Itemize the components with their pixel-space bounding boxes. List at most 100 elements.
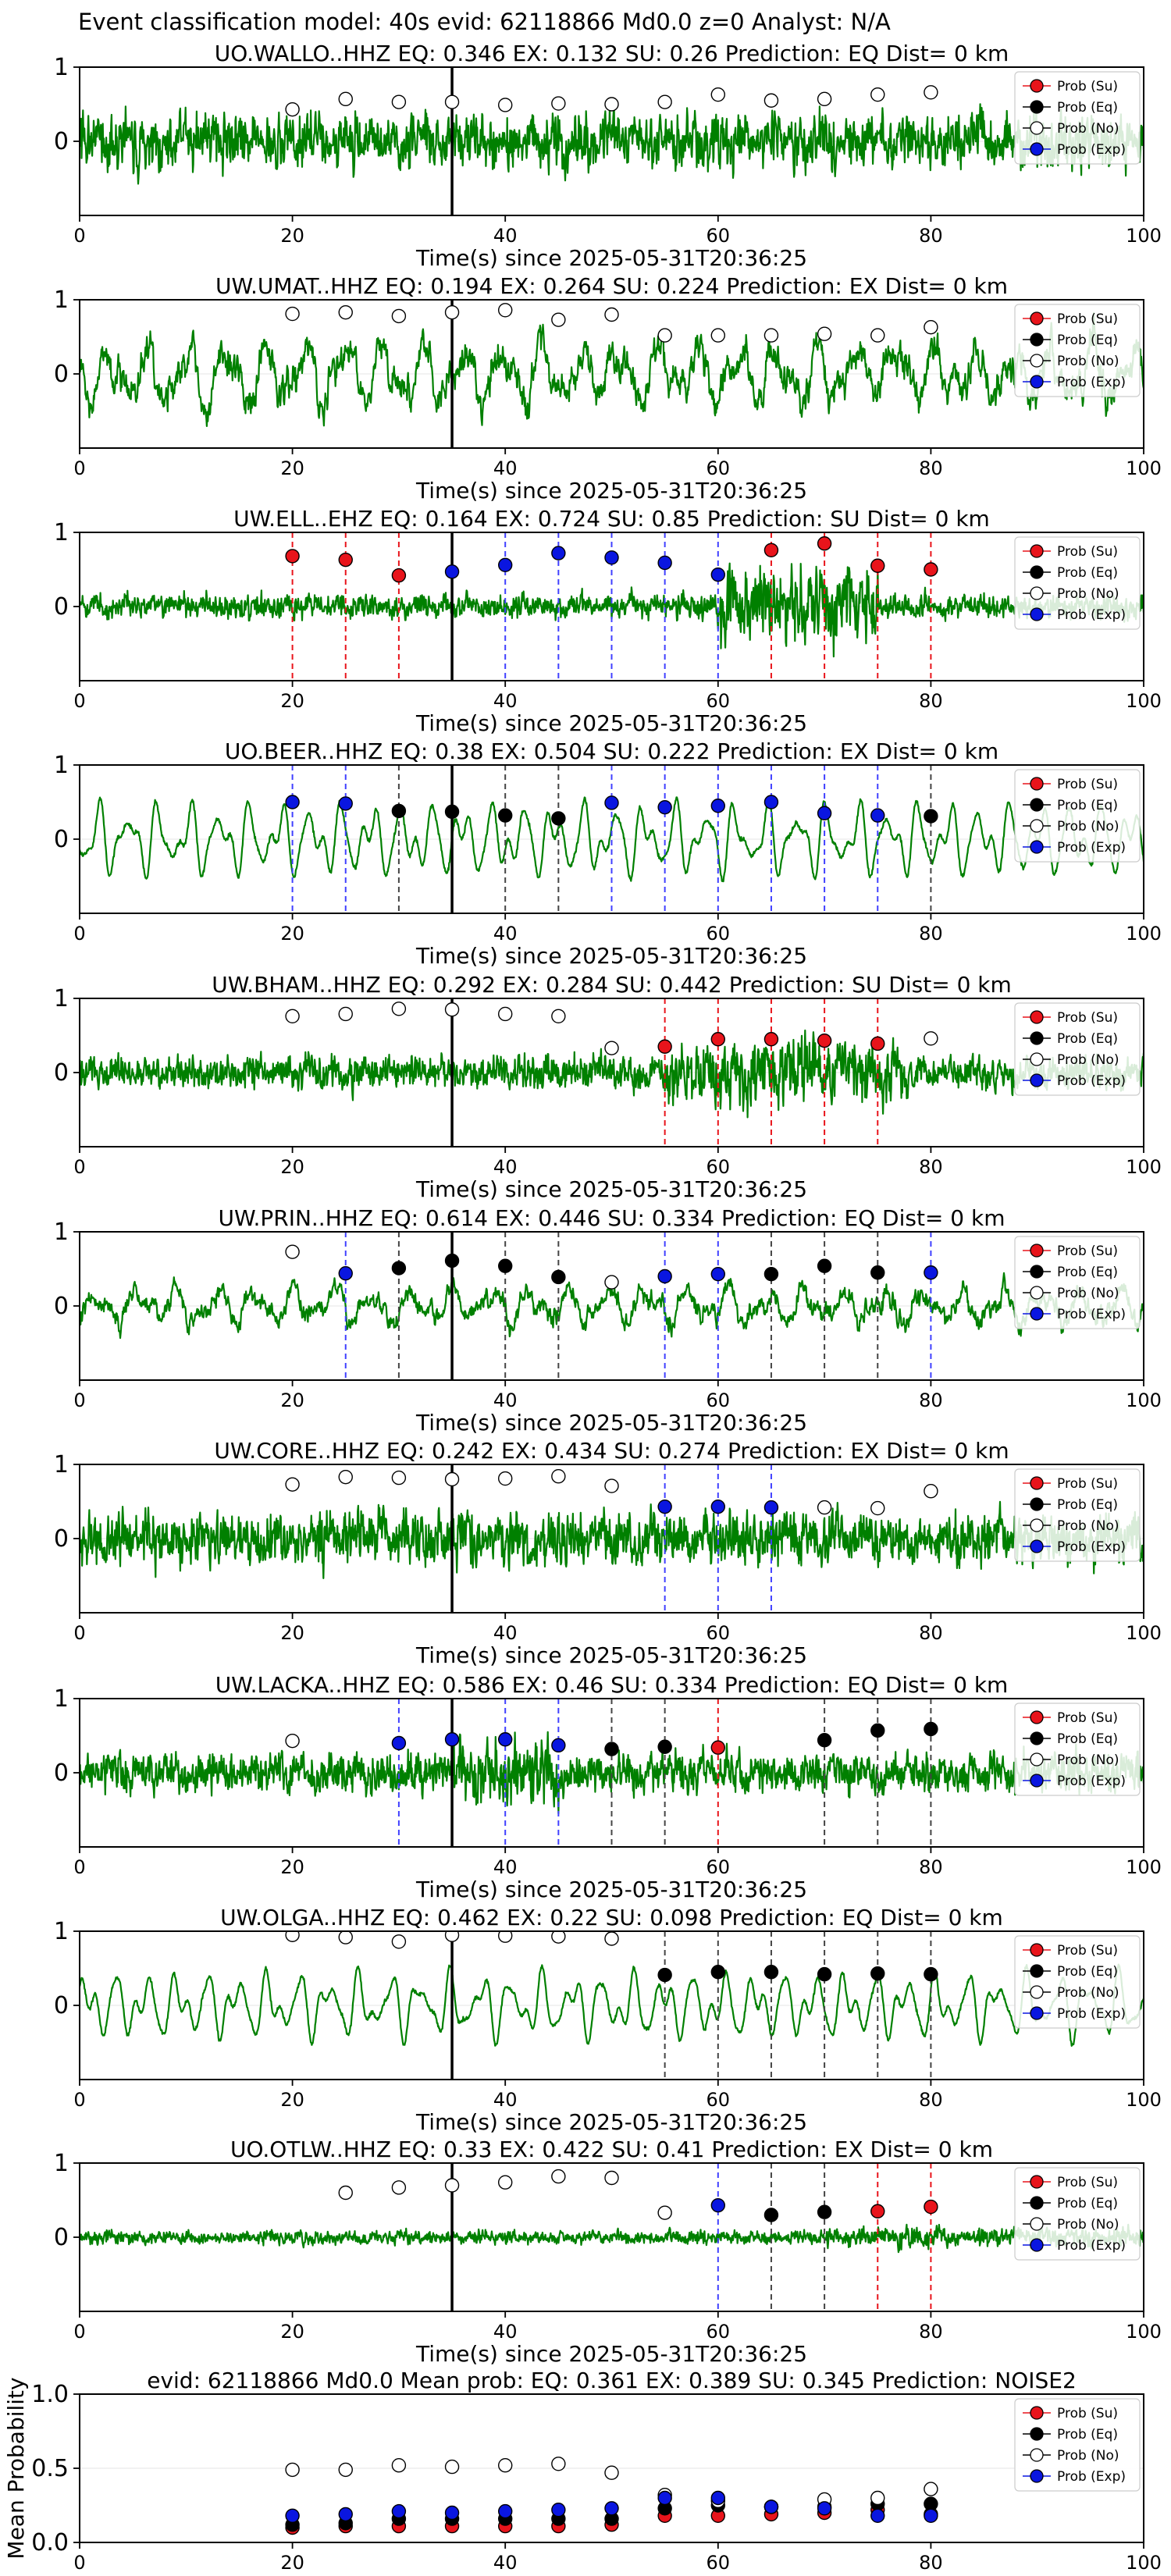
x-tick-label: 80 [919,1622,943,1644]
legend-marker-ex [1030,1073,1044,1087]
legend-marker-eq [1030,1265,1044,1279]
prob-point-eq [391,803,407,819]
x-tick-label: 40 [493,457,518,479]
prob-point-no [870,87,885,102]
x-tick-label: 0 [73,457,85,479]
panel-title: UW.UMAT..HHZ EQ: 0.194 EX: 0.264 SU: 0.2… [215,273,1008,299]
x-tick-label: 100 [1126,1389,1162,1411]
legend-label: Prob (Eq) [1057,2196,1118,2211]
prob-point-no [391,308,407,324]
legend-box [1014,1236,1141,1329]
legend-marker-ex [1030,1774,1044,1788]
x-tick-label: 80 [919,225,943,247]
prob-point-eq [817,1966,832,1982]
legend-label: Prob (No) [1057,1286,1119,1301]
prob-point-eq [551,1269,566,1285]
mean-point-ex [391,2503,407,2519]
legend-marker-no [1030,1286,1044,1300]
prob-point-no [285,1931,300,1942]
prob-point-su [763,543,779,557]
prob-point-su [870,2204,885,2218]
legend-marker-no [1030,1752,1044,1767]
prob-point-no [924,319,938,335]
prob-point-no [285,1009,300,1024]
legend-label: Prob (Su) [1057,1476,1118,1492]
prob-point-ex [763,795,779,809]
legend-box [1014,2398,1141,2492]
prob-point-no [870,328,885,343]
panel-title: UW.PRIN..HHZ EQ: 0.614 EX: 0.446 SU: 0.3… [219,1205,1005,1231]
x-tick-label: 40 [493,2321,518,2343]
prob-point-eq [763,1266,779,1282]
legend-label: Prob (Exp) [1057,840,1126,856]
legend-marker-eq [1030,2427,1044,2441]
prob-point-ex [444,564,460,579]
plot-area [80,532,1144,681]
prob-point-su [285,549,300,564]
mean-point-ex [657,2490,672,2506]
prob-point-no [444,1002,460,1017]
x-tick-label: 20 [280,225,304,247]
y-tick-label: 1 [54,985,69,1012]
legend-label: Prob (Exp) [1057,1774,1126,1789]
panel-title: UW.BHAM..HHZ EQ: 0.292 EX: 0.284 SU: 0.4… [212,972,1012,998]
legend-label: Prob (Exp) [1057,2006,1126,2022]
panel-title: UO.BEER..HHZ EQ: 0.38 EX: 0.504 SU: 0.22… [225,738,998,764]
prob-point-eq [924,1966,938,1982]
x-tick-label: 40 [493,2089,518,2111]
legend-box [1014,1468,1141,1562]
legend-marker-su [1030,1244,1044,1258]
prob-point-no [498,1931,513,1943]
prob-point-eq [817,1732,832,1748]
panel-6: UW.PRIN..HHZ EQ: 0.614 EX: 0.446 SU: 0.3… [54,1205,1162,1436]
mean-point-no [924,2482,938,2496]
x-tick-label: 0 [73,2321,85,2343]
y-tick-label: 1 [54,1219,69,1246]
mean-point-no [391,2457,407,2473]
legend-label: Prob (Exp) [1057,2469,1126,2485]
panel-9: UW.OLGA..HHZ EQ: 0.462 EX: 0.22 SU: 0.09… [54,1905,1162,2135]
prob-point-su [924,2199,938,2215]
waveform [80,1029,1144,1119]
legend-box [1014,1002,1141,1096]
prob-point-no [710,87,725,102]
prob-point-su [870,558,885,573]
prob-point-no [551,1931,566,1944]
x-tick-label: 100 [1126,690,1162,712]
x-tick-label: 40 [493,1389,518,1411]
prob-point-no [924,1483,938,1499]
prob-point-no [924,85,938,100]
prob-point-no [391,1934,407,1949]
legend-label: Prob (Eq) [1057,798,1118,813]
legend-marker-su [1030,2406,1044,2420]
prob-point-no [604,1931,619,1946]
prob-point-eq [657,1967,672,1983]
legend-marker-no [1030,819,1044,833]
prob-point-ex [551,546,566,560]
y-tick-label: 0 [54,361,69,388]
mean-point-no [604,2465,619,2480]
legend-marker-eq [1030,798,1044,812]
x-tick-label: 20 [280,2089,304,2111]
plot-area [80,2163,1144,2311]
y-tick-label: 1 [54,54,69,81]
panel-11: evid: 62118866 Md0.0 Mean prob: EQ: 0.36… [3,2368,1162,2574]
x-tick-label: 20 [280,1622,304,1644]
panel-5: UW.BHAM..HHZ EQ: 0.292 EX: 0.284 SU: 0.4… [54,972,1162,1202]
prob-point-ex [338,1265,353,1281]
x-tick-label: 80 [919,1156,943,1178]
prob-point-no [391,1470,407,1485]
legend-label: Prob (Eq) [1057,2427,1118,2443]
mean-point-ex [498,2503,513,2519]
x-tick-label: 60 [707,1156,731,1178]
legend-label: Prob (No) [1057,1518,1119,1534]
x-axis-label: Time(s) since 2025-05-31T20:36:25 [415,478,807,503]
legend-label: Prob (Eq) [1057,1497,1118,1513]
plot-area [80,765,1144,913]
x-axis-label: Time(s) since 2025-05-31T20:36:25 [415,1176,807,1202]
legend-box [1014,304,1141,397]
legend-box [1014,1703,1141,1796]
plot-area [80,1699,1144,1847]
mean-point-ex [604,2501,619,2516]
prob-point-ex [817,806,832,820]
